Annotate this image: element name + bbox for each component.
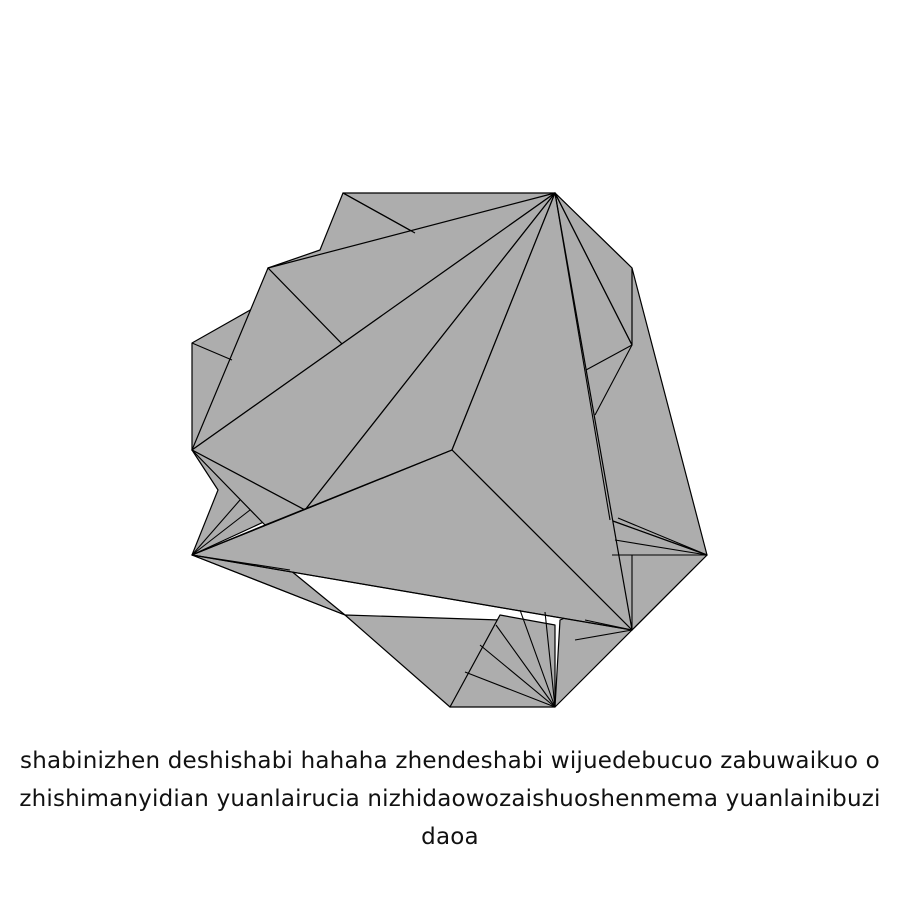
caption-line-2: zhishimanyidian yuanlairucia nizhidaowoz… <box>19 786 881 812</box>
crease-line <box>585 344 633 371</box>
facet <box>191 449 453 556</box>
crease-line <box>544 611 556 708</box>
crease-line <box>594 344 633 416</box>
facet <box>449 614 556 708</box>
crease-line <box>191 509 251 556</box>
caption-line-3: daoa <box>421 824 479 850</box>
crease-line <box>554 192 633 346</box>
crease-line <box>191 554 633 631</box>
crease-line <box>191 342 233 361</box>
crease-line <box>191 554 346 616</box>
crease-line <box>479 644 556 708</box>
crease-line <box>554 192 611 521</box>
caption-line-1: shabinizhen deshishabi hahaha zhendeshab… <box>20 748 880 774</box>
crease-line <box>191 499 241 556</box>
crease-line <box>584 619 633 631</box>
caption-text: shabinizhen deshishabi hahaha zhendeshab… <box>0 742 900 856</box>
crease-line <box>519 609 556 708</box>
crease-line <box>464 671 556 708</box>
crease-line <box>495 624 556 708</box>
crease-line <box>574 629 633 641</box>
crease-line <box>617 517 708 556</box>
crease-line <box>614 539 708 556</box>
crease-line <box>342 192 416 234</box>
